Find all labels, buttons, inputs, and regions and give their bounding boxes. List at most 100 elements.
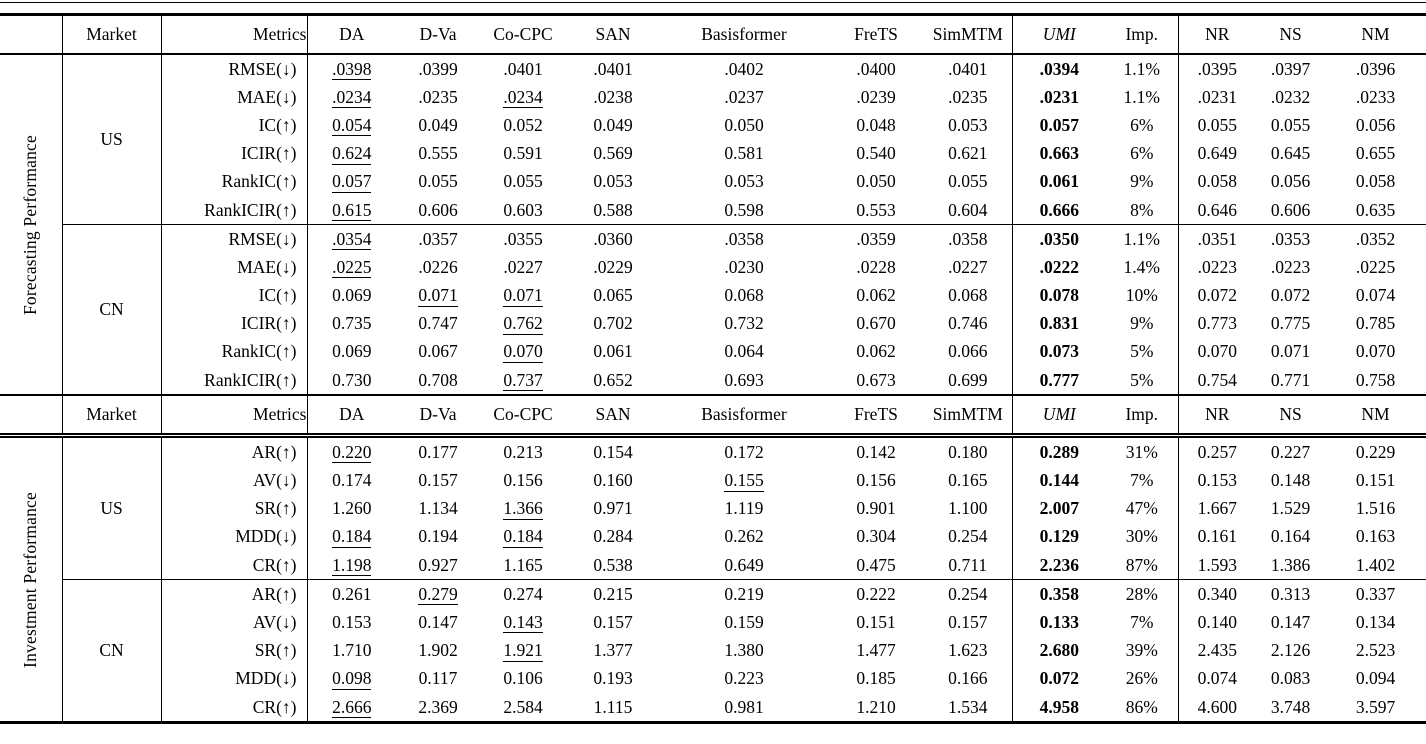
value-cell-ns: .0353: [1256, 224, 1325, 254]
value-cell-simmtm: 0.746: [924, 309, 1013, 338]
value-cell-basisformer: 0.981: [724, 696, 764, 717]
value-cell-co-cpc: 0.070: [480, 338, 566, 366]
second-best-value: .0398: [332, 58, 372, 81]
value-cell-imp-: 28%: [1106, 579, 1179, 609]
value-cell-simmtm: 1.623: [924, 636, 1013, 665]
column-header-basisformer: Basisformer: [660, 394, 828, 439]
value-cell-simmtm: 0.068: [924, 281, 1013, 310]
second-best-value: 0.220: [332, 441, 372, 464]
value-cell-ns: 0.313: [1256, 579, 1325, 609]
value-cell-san: 0.193: [593, 668, 633, 689]
value-cell-nr: 0.649: [1197, 143, 1237, 164]
value-cell-frets: 0.553: [856, 199, 896, 220]
value-cell-nm: .0233: [1355, 86, 1396, 107]
column-header-co-cpc: Co-CPC: [480, 14, 566, 55]
value-cell-d-va: 0.049: [418, 114, 458, 135]
value-cell-basisformer: 0.693: [724, 369, 764, 390]
value-cell-co-cpc: 0.591: [503, 143, 543, 164]
value-cell-imp-: 10%: [1106, 281, 1179, 310]
value-cell-nr: 0.058: [1197, 171, 1237, 192]
section-label-cell: Forecasting Performance: [0, 54, 63, 396]
value-cell-imp-: 5%: [1106, 337, 1179, 367]
value-cell-umi: 0.133: [1039, 611, 1079, 632]
market-label: CN: [62, 224, 162, 396]
value-cell-imp-: 7%: [1106, 608, 1179, 637]
value-cell-co-cpc: 0.143: [480, 608, 566, 636]
second-best-value: .0234: [332, 86, 372, 109]
table-row: ICIR(↑) 0.624 0.555 0.591 0.569 0.581 0.540 0.6…: [0, 139, 1426, 168]
value-cell-ns: 0.083: [1270, 668, 1311, 689]
table-top-rule: [0, 2, 1426, 13]
second-best-value: 1.921: [503, 640, 543, 662]
value-cell-nm: 1.516: [1355, 498, 1396, 519]
value-cell-d-va: 2.369: [418, 696, 458, 717]
value-cell-basisformer: 1.380: [724, 640, 764, 661]
section-label: Forecasting Performance: [20, 134, 41, 315]
value-cell-basisformer: 0.649: [724, 554, 764, 575]
table-row: AV(↓) 0.153 0.147 0.143 0.157 0.159 0.151 0.157…: [0, 608, 1426, 637]
table-row: ICIR(↑) 0.735 0.747 0.762 0.702 0.732 0.670 0.7…: [0, 309, 1426, 338]
value-cell-san: 1.115: [593, 696, 633, 717]
value-cell-basisformer: 0.262: [724, 526, 764, 547]
value-cell-simmtm: .0358: [924, 224, 1013, 254]
second-best-value: 0.762: [503, 313, 543, 335]
value-cell-san: 0.061: [593, 341, 633, 362]
value-cell-simmtm: 0.254: [924, 522, 1013, 551]
metric-label: ICIR(↑): [161, 309, 308, 338]
value-cell-d-va: .0357: [396, 224, 480, 254]
metric-label: CR(↑): [161, 551, 308, 580]
column-header-metrics: Metrics: [161, 394, 308, 439]
metric-label: MDD(↓): [161, 664, 308, 693]
value-cell-imp-: 5%: [1106, 366, 1179, 396]
value-cell-ns: 0.164: [1270, 526, 1311, 547]
table-row: CN AR(↑) 0.261 0.279 0.274 0.215 0.219 0.222 0.2…: [0, 579, 1426, 723]
value-cell-ns: 0.775: [1270, 313, 1311, 334]
value-cell-co-cpc: 0.603: [503, 199, 543, 220]
value-cell-frets: 0.222: [828, 579, 924, 609]
value-cell-da: 0.057: [307, 168, 396, 196]
value-cell-nm: 0.655: [1355, 143, 1396, 164]
value-cell-san: 0.588: [593, 199, 633, 220]
table-row: AV(↓) 0.174 0.157 0.156 0.160 0.155 0.156 0.165…: [0, 466, 1426, 495]
column-header-da: DA: [307, 394, 396, 439]
table-row: IC(↑) 0.054 0.049 0.052 0.049 0.050 0.048 0.053…: [0, 111, 1426, 140]
value-cell-imp-: 9%: [1106, 309, 1179, 338]
value-cell-nm: 0.134: [1355, 611, 1396, 632]
table-row: MAE(↓) .0225 .0226 .0227 .0229 .0230 .0228 .022…: [0, 253, 1426, 282]
value-cell-umi: 0.663: [1039, 143, 1079, 164]
value-cell-imp-: 39%: [1106, 636, 1179, 665]
metric-label: CR(↑): [161, 692, 308, 723]
value-cell-nm: 0.058: [1355, 171, 1396, 192]
value-cell-da: 0.054: [307, 111, 396, 139]
metric-label: AR(↑): [161, 435, 308, 467]
value-cell-ns: 0.056: [1270, 171, 1311, 192]
value-cell-simmtm: 0.604: [924, 195, 1013, 225]
column-header-frets: FreTS: [828, 14, 924, 55]
value-cell-san: .0401: [593, 58, 633, 79]
value-cell-ns: .0232: [1270, 86, 1311, 107]
value-cell-basisformer: 0.068: [724, 285, 764, 306]
second-best-value: 0.184: [332, 526, 372, 548]
value-cell-co-cpc: 0.055: [503, 171, 543, 192]
value-cell-da: 1.260: [332, 498, 372, 519]
value-cell-san: .0238: [593, 86, 633, 107]
value-cell-nm: 0.758: [1355, 369, 1396, 390]
value-cell-nr: 0.070: [1197, 341, 1237, 362]
value-cell-da: .0234: [307, 83, 396, 111]
value-cell-san: 0.157: [593, 611, 633, 632]
column-header-d-va: D-Va: [396, 14, 480, 55]
market-label: US: [62, 435, 162, 580]
value-cell-ns: 0.055: [1270, 114, 1311, 135]
value-cell-co-cpc: .0401: [503, 58, 543, 79]
value-cell-nr: .0223: [1197, 256, 1237, 277]
value-cell-nm: 2.523: [1355, 640, 1396, 661]
value-cell-basisformer: 0.053: [724, 171, 764, 192]
value-cell-imp-: 1.1%: [1106, 54, 1179, 84]
value-cell-simmtm: 0.254: [924, 579, 1013, 609]
value-cell-basisformer: .0230: [724, 256, 764, 277]
value-cell-da: 0.261: [307, 579, 396, 609]
second-best-value: 0.054: [332, 114, 372, 137]
column-header-d-va: D-Va: [396, 394, 480, 439]
value-cell-frets: .0239: [856, 86, 896, 107]
value-cell-nr: 0.646: [1197, 199, 1237, 220]
